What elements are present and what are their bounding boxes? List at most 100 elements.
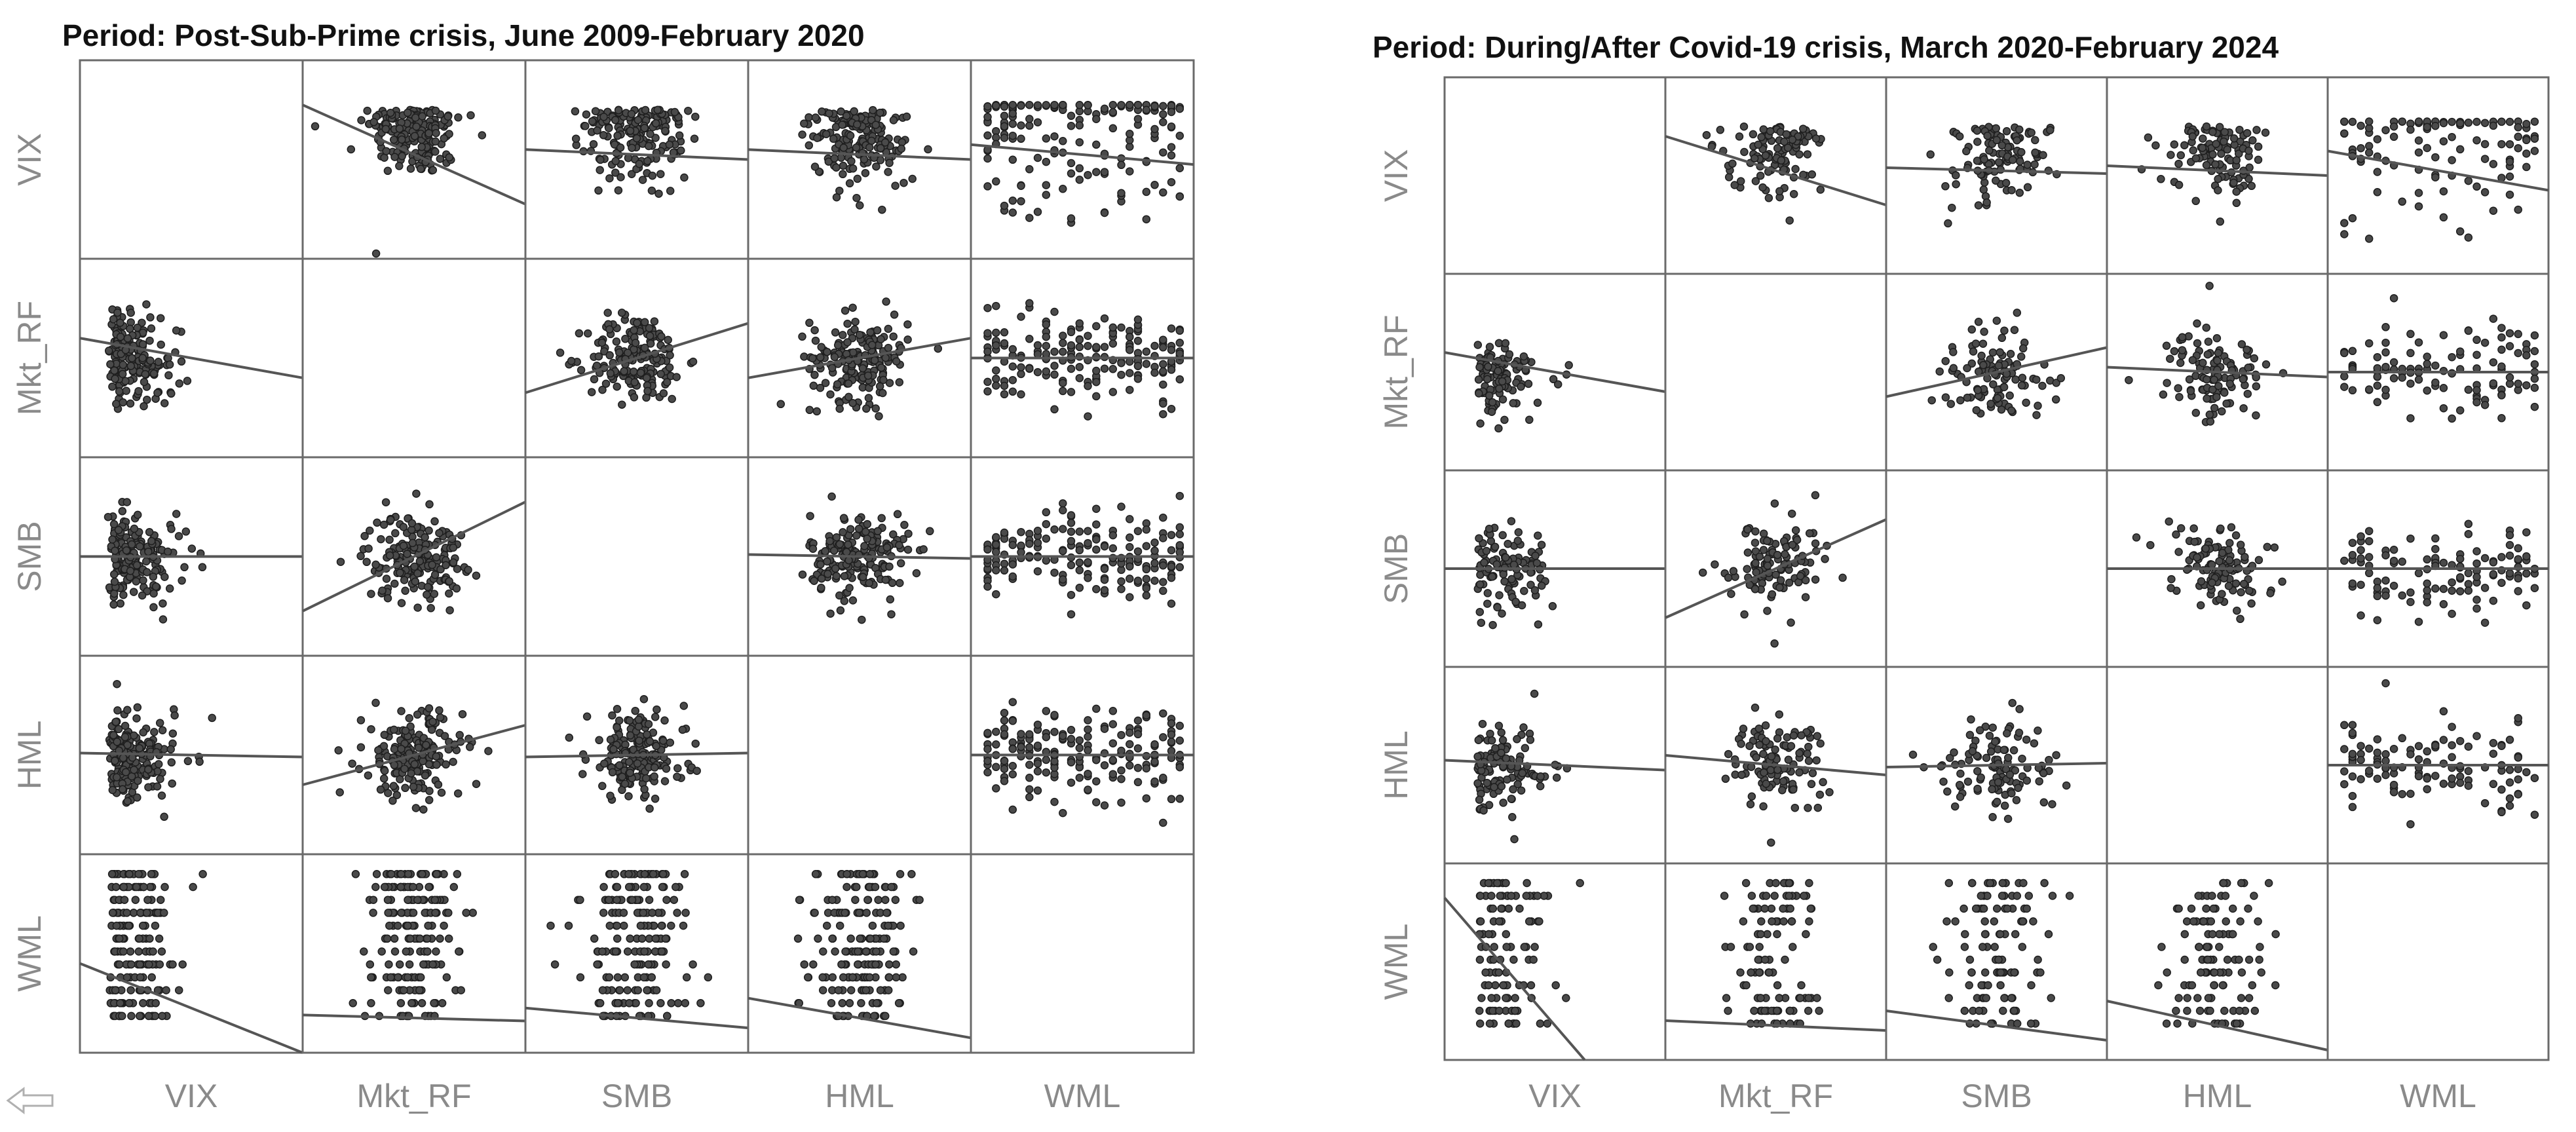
- data-point: [1001, 112, 1008, 119]
- data-point: [646, 738, 653, 745]
- data-point: [2498, 363, 2505, 370]
- data-point: [432, 107, 440, 115]
- data-point: [1995, 362, 2002, 369]
- data-point: [2214, 349, 2222, 356]
- data-point: [890, 117, 898, 124]
- data-point: [865, 372, 872, 379]
- data-point: [823, 130, 830, 138]
- data-point: [1176, 105, 1183, 113]
- data-point: [634, 987, 641, 994]
- data-point: [116, 961, 123, 968]
- data-point: [387, 973, 394, 981]
- data-point: [119, 508, 126, 515]
- data-point: [1944, 219, 1952, 227]
- data-point: [1160, 535, 1167, 542]
- data-point: [394, 973, 402, 981]
- data-point: [1026, 299, 1033, 307]
- data-point: [1068, 160, 1075, 167]
- data-point: [117, 333, 124, 341]
- data-point: [1176, 327, 1183, 334]
- data-point: [352, 871, 359, 878]
- data-point: [2432, 174, 2439, 181]
- data-point: [2507, 191, 2514, 198]
- data-point: [1980, 186, 1987, 193]
- cell-wml-vs-wml: [971, 854, 1194, 1053]
- data-point: [439, 1000, 446, 1007]
- cell-smb-vs-hml: [748, 457, 971, 656]
- cell-frame: [971, 854, 1194, 1053]
- data-point: [888, 611, 895, 618]
- data-point: [1168, 747, 1175, 755]
- data-point: [643, 731, 651, 738]
- data-point: [1017, 102, 1025, 109]
- data-point: [2144, 134, 2151, 141]
- data-point: [2531, 404, 2538, 411]
- data-point: [1017, 370, 1025, 377]
- data-point: [113, 884, 120, 891]
- data-point: [1532, 552, 1539, 559]
- data-point: [840, 973, 847, 981]
- data-point: [157, 896, 164, 903]
- data-point: [1042, 350, 1050, 358]
- data-point: [2209, 151, 2216, 158]
- data-point: [392, 948, 399, 955]
- data-point: [364, 107, 371, 115]
- data-point: [841, 514, 848, 521]
- data-point: [1496, 385, 1503, 392]
- data-point: [1538, 582, 1545, 590]
- data-point: [2008, 407, 2015, 414]
- cell-smb-vs-mkt-rf: [1665, 470, 1886, 667]
- data-point: [1093, 141, 1100, 148]
- data-point: [413, 490, 420, 497]
- data-point: [1531, 587, 1538, 594]
- data-point: [417, 935, 424, 942]
- data-point: [1042, 321, 1050, 328]
- data-point: [856, 202, 863, 209]
- data-point: [1051, 309, 1058, 316]
- data-point: [984, 183, 991, 190]
- data-point: [1743, 565, 1751, 573]
- cell-frame: [80, 60, 303, 259]
- data-point: [2440, 214, 2447, 221]
- data-point: [869, 922, 876, 930]
- data-point: [178, 577, 185, 584]
- data-point: [2213, 394, 2220, 401]
- data-point: [601, 760, 608, 767]
- data-point: [704, 973, 711, 981]
- data-point: [1757, 172, 1764, 179]
- data-point: [2177, 152, 2184, 159]
- data-point: [1042, 769, 1050, 776]
- data-point: [1975, 318, 1982, 326]
- data-point: [2057, 375, 2064, 382]
- data-point: [2498, 334, 2505, 341]
- data-point: [1789, 510, 1796, 518]
- data-point: [2206, 411, 2213, 418]
- data-point: [2244, 130, 2251, 137]
- cell-hml-vs-smb: [525, 656, 748, 854]
- data-point: [398, 153, 406, 160]
- data-point: [2473, 119, 2480, 126]
- data-point: [1034, 568, 1042, 575]
- data-point: [833, 534, 841, 541]
- data-point: [1160, 381, 1167, 388]
- data-point: [1009, 197, 1016, 204]
- cell-wml-vs-vix: [80, 854, 303, 1053]
- data-point: [850, 165, 857, 172]
- data-point: [159, 616, 166, 623]
- data-point: [109, 871, 116, 878]
- data-point: [1059, 548, 1067, 555]
- data-point: [825, 110, 833, 117]
- data-point: [1992, 177, 1999, 184]
- data-point: [157, 341, 164, 349]
- data-point: [660, 390, 667, 397]
- data-point: [1126, 544, 1133, 551]
- data-point: [2415, 339, 2423, 346]
- data-point: [349, 1000, 356, 1007]
- data-point: [812, 163, 819, 170]
- data-point: [886, 596, 894, 603]
- data-point: [839, 121, 846, 128]
- data-point: [158, 948, 165, 955]
- data-point: [2003, 179, 2010, 187]
- data-point: [984, 729, 991, 736]
- data-point: [984, 388, 991, 395]
